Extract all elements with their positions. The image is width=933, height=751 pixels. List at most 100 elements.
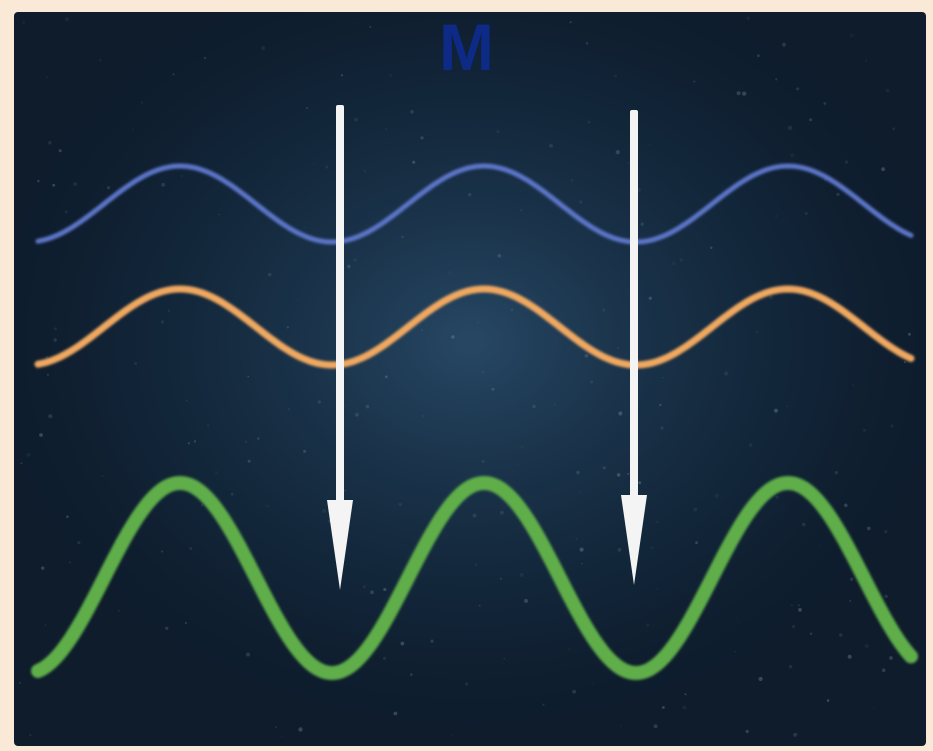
noise-speck (286, 326, 289, 329)
noise-speck (367, 374, 370, 376)
noise-speck (748, 443, 753, 447)
noise-speck (796, 87, 800, 91)
wave-middle (34, 285, 915, 369)
noise-speck (247, 459, 251, 463)
noise-speck (881, 167, 885, 172)
noise-speck (798, 608, 802, 612)
noise-speck (257, 437, 260, 440)
noise-speck (885, 88, 890, 93)
noise-speck (614, 74, 618, 78)
noise-speck (500, 577, 502, 580)
noise-speck (52, 183, 56, 187)
noise-speck (775, 78, 778, 81)
noise-speck (500, 510, 504, 515)
noise-speck (867, 526, 871, 531)
noise-speck (134, 362, 138, 365)
noise-speck (809, 632, 813, 635)
noise-speck (568, 648, 570, 650)
noise-speck (724, 371, 729, 376)
noise-speck (161, 550, 164, 553)
noise-speck (524, 598, 528, 603)
noise-speck (187, 442, 190, 445)
noise-speck (160, 320, 165, 324)
noise-speck (517, 464, 519, 467)
noise-speck (849, 33, 854, 38)
noise-speck (820, 544, 822, 546)
noise-speck (389, 74, 392, 77)
noise-speck (745, 729, 749, 734)
noise-speck (627, 473, 630, 475)
noise-speck (261, 46, 265, 50)
noise-speck (410, 109, 414, 114)
noise-speck (317, 400, 321, 404)
noise-speck (54, 327, 57, 331)
noise-speck (362, 585, 366, 589)
noise-speck (581, 563, 583, 565)
noise-speck (510, 308, 514, 312)
noise-speck (862, 428, 867, 432)
noise-speck (695, 541, 698, 545)
noise-speck (693, 507, 698, 512)
noise-speck (735, 615, 737, 618)
noise-speck (18, 681, 22, 684)
noise-speck (542, 703, 545, 706)
noise-speck (775, 214, 778, 218)
noise-speck (660, 426, 664, 430)
arrow-down-left (327, 105, 353, 590)
noise-speck (864, 643, 869, 649)
noise-speck (620, 725, 623, 727)
noise-speck (616, 473, 621, 477)
noise-speck (553, 403, 557, 406)
noise-speck (478, 604, 481, 607)
noise-speck (355, 412, 359, 417)
noise-speck (496, 129, 500, 134)
noise-speck (66, 515, 69, 518)
noise-speck (532, 404, 536, 409)
noise-speck (101, 474, 104, 478)
noise-speck (615, 150, 620, 155)
noise-speck (382, 656, 386, 660)
noise-speck (710, 246, 713, 249)
noise-speck (353, 258, 357, 262)
noise-speck (865, 59, 868, 62)
noise-speck (44, 624, 47, 626)
noise-speck (451, 734, 454, 737)
noise-speck (656, 521, 658, 523)
noise-speck (782, 42, 786, 47)
noise-speck (521, 446, 523, 448)
noise-speck (585, 42, 589, 45)
noise-speck (734, 650, 736, 653)
noise-speck (649, 143, 651, 146)
noise-speck (849, 577, 854, 582)
noise-speck (884, 594, 888, 598)
noise-speck (671, 261, 676, 266)
noise-speck (39, 433, 43, 437)
noise-speck (787, 125, 793, 131)
noise-speck (798, 604, 800, 607)
noise-speck (889, 656, 893, 660)
noise-speck (41, 566, 45, 570)
noise-speck (481, 459, 485, 464)
noise-speck (298, 727, 303, 732)
noise-speck (46, 373, 50, 377)
noise-speck (616, 346, 620, 350)
noise-speck (653, 724, 658, 729)
noise-speck (736, 91, 741, 96)
noise-speck (48, 140, 52, 145)
noise-speck (46, 76, 48, 78)
noise-speck (401, 235, 404, 239)
noise-speck (275, 726, 277, 729)
noise-speck (661, 706, 665, 709)
noise-speck (337, 99, 339, 102)
noise-speck (520, 209, 523, 212)
noise-speck (617, 548, 622, 552)
noise-speck (584, 354, 589, 358)
noise-speck (792, 624, 796, 629)
noise-speck (364, 170, 366, 172)
label-m: M (439, 10, 494, 84)
noise-speck (757, 54, 760, 57)
noise-speck (474, 563, 478, 566)
noise-speck (132, 129, 134, 131)
noise-speck (704, 216, 706, 218)
noise-speck (385, 128, 387, 130)
